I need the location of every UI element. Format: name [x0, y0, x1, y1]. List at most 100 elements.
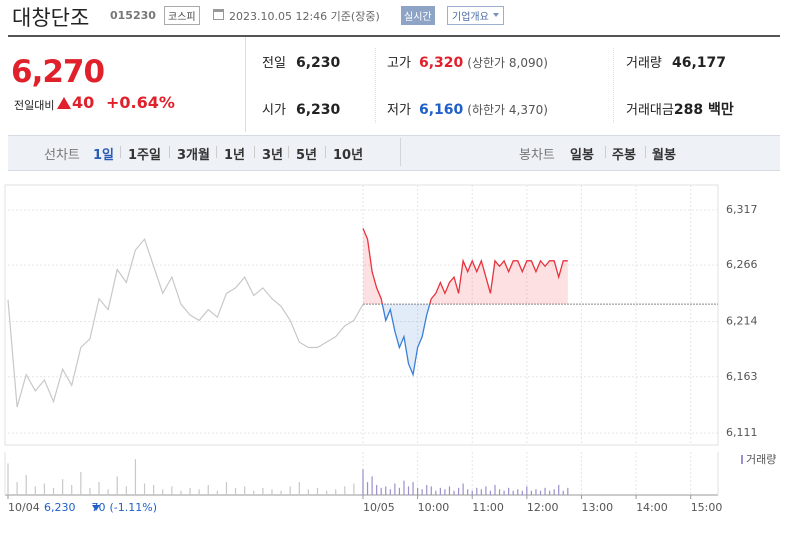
volume-bar: [125, 486, 127, 495]
volume-bar: [134, 459, 137, 495]
volume-bar: [234, 487, 237, 495]
change-amount: 40: [72, 93, 95, 112]
y-tick-label: 6,111: [726, 426, 758, 439]
tab[interactable]: 일봉: [570, 148, 594, 163]
tab-bar: [8, 135, 780, 171]
tab-separator: [254, 146, 255, 158]
realtime-badge[interactable]: 실시간: [401, 6, 435, 25]
tab[interactable]: 1주일: [128, 148, 161, 163]
tab-separator: [120, 146, 121, 158]
divider: [245, 37, 246, 132]
volume-bar: [403, 480, 405, 495]
volume-bar: [335, 489, 337, 495]
volume-bar: [426, 484, 428, 495]
volume-bar: [421, 489, 423, 495]
volume-bar: [521, 490, 523, 495]
volume-bar: [485, 486, 487, 495]
volume-bar: [407, 486, 410, 495]
volume-bar: [62, 479, 64, 495]
y-tick-label: 6,214: [726, 315, 758, 328]
volume-bar: [549, 490, 551, 495]
volume-legend-icon: [741, 455, 743, 464]
volume-bar: [444, 489, 446, 495]
change-percent: +0.64%: [106, 93, 175, 112]
top-rule: [8, 35, 780, 37]
x-tick-label: 10/05: [363, 501, 395, 514]
tab[interactable]: 3개월: [177, 148, 210, 163]
stat-label: 고가: [387, 56, 411, 71]
volume-bar: [430, 486, 432, 495]
volume-bar: [417, 487, 419, 495]
volume-bar: [116, 476, 118, 495]
company-label: 기업개요: [452, 12, 489, 23]
volume-bar: [80, 472, 82, 495]
y-tick-label: 6,266: [726, 258, 758, 271]
volume-bar: [244, 486, 246, 495]
stat-value: 6,230: [296, 102, 341, 118]
tab-separator: [645, 146, 646, 158]
volume-bar: [34, 486, 36, 495]
tab[interactable]: 1일: [93, 148, 115, 163]
down-triangle: [92, 505, 100, 511]
tab[interactable]: 3년: [262, 148, 284, 163]
area-down: [363, 304, 568, 375]
company-button[interactable]: 기업개요: [447, 6, 504, 25]
price-line: [7, 237, 364, 408]
volume-bar: [471, 490, 473, 495]
volume-bar: [43, 483, 46, 495]
tab[interactable]: 1년: [224, 148, 246, 163]
volume-bar: [225, 482, 228, 495]
volume-bar: [325, 490, 328, 495]
current-price: 6,270: [11, 54, 105, 90]
price-line-up: [362, 228, 568, 305]
volume-bar: [207, 484, 209, 495]
volume-bar: [562, 490, 564, 495]
tab[interactable]: 주봉: [612, 148, 636, 163]
stat: 시가 6,230: [262, 99, 340, 118]
stat-note: (상한가 8,090): [467, 56, 548, 70]
tab-group-label: 봉차트: [519, 148, 555, 163]
y-tick-label: 6,163: [726, 370, 758, 383]
volume-bar: [162, 489, 164, 495]
volume-bar: [558, 484, 560, 495]
volume-bar: [171, 486, 173, 495]
volume-bar: [503, 490, 505, 495]
volume-bar: [216, 490, 218, 495]
tab-separator: [288, 146, 289, 158]
timestamp: 2023.10.05 12:46 기준(장중): [229, 10, 380, 23]
volume-bar: [380, 487, 382, 495]
dropdown-arrow: [492, 13, 499, 20]
tab[interactable]: 10년: [333, 148, 364, 163]
x-tick-label: 14:00: [636, 501, 668, 514]
volume-bar: [307, 489, 309, 495]
tab[interactable]: 월봉: [652, 148, 676, 163]
volume-bar: [494, 484, 496, 495]
tab[interactable]: 5년: [296, 148, 318, 163]
volume-bar: [535, 489, 537, 495]
tab-separator: [169, 146, 170, 158]
volume-bar: [71, 484, 73, 495]
volume-bar: [52, 487, 55, 495]
stat: 전일 6,230: [262, 52, 340, 71]
stat-value: 6,320: [419, 55, 464, 71]
volume-bar: [567, 487, 569, 495]
volume-bar: [25, 474, 27, 495]
volume-bar: [512, 490, 514, 495]
volume-bar: [480, 489, 482, 495]
divider: [375, 48, 376, 123]
stock-name: 대창단조: [12, 6, 90, 30]
stat-value: 6,160: [419, 102, 464, 118]
volume-bar: [98, 482, 100, 495]
volume-bar: [412, 482, 414, 495]
volume-bar: [366, 482, 369, 495]
volume-bar: [262, 487, 264, 495]
volume-bar: [508, 487, 510, 495]
stat: 저가 6,160 (하한가 4,370): [387, 99, 548, 118]
volume-bar: [457, 487, 460, 495]
x-tick-label: 10/04: [8, 501, 40, 514]
volume-bar: [398, 487, 401, 495]
divider: [400, 138, 401, 166]
volume-bar: [316, 487, 319, 495]
stat-label: 저가: [387, 103, 411, 118]
volume-bar: [253, 490, 255, 495]
